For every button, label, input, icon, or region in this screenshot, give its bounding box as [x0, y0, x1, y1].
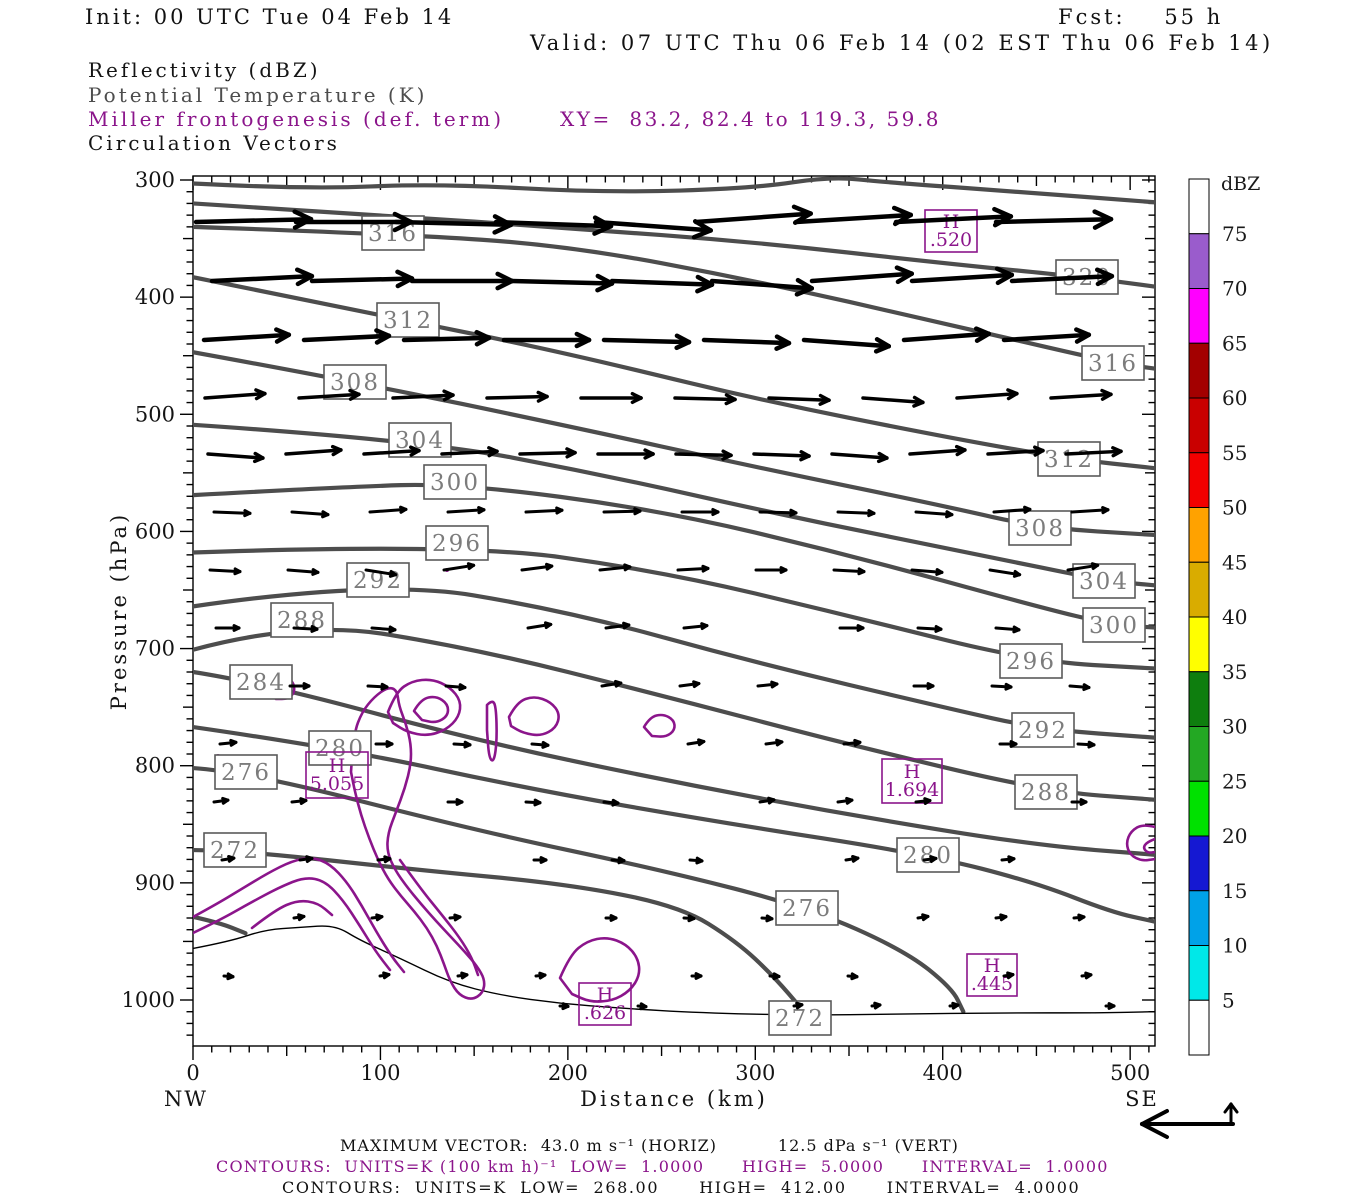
svg-text:75: 75: [1222, 222, 1247, 246]
cross-section-endpoints-label: XY= 83.2, 82.4 to 119.3, 59.8: [560, 107, 941, 131]
svg-text:.626: .626: [584, 1002, 626, 1024]
svg-text:700: 700: [135, 637, 175, 661]
maximum-vector-label: MAXIMUM VECTOR: 43.0 m s⁻¹ (HORIZ) 12.5 …: [340, 1136, 959, 1155]
max-vector-reference-arrow: [1140, 1102, 1239, 1139]
svg-text:400: 400: [135, 285, 175, 309]
theta-contour-308: [193, 350, 1155, 538]
svg-text:60: 60: [1222, 386, 1247, 410]
theta-contour-info-label: CONTOURS: UNITS=K LOW= 268.00 HIGH= 412.…: [282, 1178, 1081, 1197]
svg-text:272: 272: [775, 1006, 825, 1032]
svg-text:296: 296: [432, 531, 482, 557]
svg-text:40: 40: [1222, 605, 1247, 629]
svg-text:15: 15: [1222, 879, 1247, 903]
init-time-label: Init: 00 UTC Tue 04 Feb 14: [85, 5, 455, 29]
svg-text:304: 304: [1079, 569, 1129, 595]
svg-text:35: 35: [1222, 660, 1247, 684]
svg-text:312: 312: [1044, 447, 1094, 473]
svg-text:288: 288: [277, 608, 327, 634]
svg-text:300: 300: [1089, 613, 1139, 639]
theta-contour-300: [193, 482, 1155, 630]
svg-text:0: 0: [186, 1061, 199, 1085]
svg-text:200: 200: [548, 1061, 588, 1085]
x-axis-title: Distance (km): [580, 1087, 768, 1111]
svg-text:900: 900: [135, 871, 175, 895]
theta-contour-292: [193, 587, 1155, 740]
svg-text:H: H: [984, 955, 1001, 977]
svg-text:45: 45: [1222, 550, 1247, 574]
svg-text:H: H: [597, 984, 614, 1006]
theta-contour-268: [193, 914, 248, 936]
colorbar-title: dBZ: [1221, 173, 1260, 195]
svg-text:500: 500: [1110, 1061, 1150, 1085]
svg-text:5.055: 5.055: [310, 773, 364, 795]
legend-circulation-vectors-label: Circulation Vectors: [88, 131, 340, 155]
theta-contour-lines: [193, 176, 1155, 1014]
theta-contour-324: [193, 176, 1155, 205]
svg-text:5: 5: [1222, 988, 1235, 1012]
fronto-contour-info-label: CONTOURS: UNITS=K (100 km h)⁻¹ LOW= 1.00…: [216, 1157, 1109, 1176]
svg-text:292: 292: [1018, 718, 1068, 744]
svg-text:.520: .520: [930, 229, 972, 251]
svg-text:SE: SE: [1125, 1087, 1159, 1111]
legend-reflectivity-label: Reflectivity (dBZ): [88, 58, 321, 82]
svg-text:300: 300: [430, 470, 480, 496]
svg-text:.445: .445: [971, 973, 1013, 995]
svg-text:50: 50: [1222, 496, 1247, 520]
svg-text:276: 276: [782, 896, 832, 922]
svg-text:312: 312: [383, 308, 433, 334]
svg-text:308: 308: [1015, 516, 1065, 542]
reflectivity-colorbar: dBZ 75 70 65 60 55 50 45 40 35 30 25 20 15 10 5: [1188, 173, 1260, 1056]
svg-text:1.694: 1.694: [885, 779, 939, 801]
axis-tick-labels: 300 400 500 600 700 800 900 1000 0 100 200 300 400 50…: [107, 168, 1159, 1111]
svg-text:800: 800: [135, 754, 175, 778]
svg-text:272: 272: [210, 838, 260, 864]
svg-text:1000: 1000: [122, 988, 175, 1012]
svg-text:100: 100: [360, 1061, 400, 1085]
circulation-vectors: [193, 204, 1123, 1011]
svg-text:30: 30: [1222, 715, 1247, 739]
terrain-line: [193, 925, 1155, 1016]
svg-text:500: 500: [135, 402, 175, 426]
svg-text:288: 288: [1021, 780, 1071, 806]
theta-contour-316: [193, 224, 1155, 371]
legend-frontogenesis-label: Miller frontogenesis (def. term): [88, 107, 505, 131]
theta-contour-272: [193, 847, 807, 1014]
svg-text:H: H: [943, 211, 960, 233]
theta-contour-labels: 3163123083043002962922882842802762723203…: [203, 215, 1146, 1036]
svg-text:284: 284: [236, 670, 286, 696]
svg-text:H: H: [329, 755, 346, 777]
svg-text:400: 400: [923, 1061, 963, 1085]
svg-text:300: 300: [135, 168, 175, 192]
svg-text:55: 55: [1222, 441, 1247, 465]
svg-text:276: 276: [221, 760, 271, 786]
svg-text:65: 65: [1222, 331, 1247, 355]
svg-text:25: 25: [1222, 769, 1247, 793]
y-axis-title: Pressure (hPa): [107, 512, 131, 710]
valid-time-label: Valid: 07 UTC Thu 06 Feb 14 (02 EST Thu …: [530, 31, 1274, 55]
svg-text:280: 280: [903, 843, 953, 869]
theta-contour-284: [193, 669, 1155, 857]
svg-text:280: 280: [315, 736, 365, 762]
svg-text:300: 300: [735, 1061, 775, 1085]
svg-text:296: 296: [1006, 649, 1056, 675]
svg-text:NW: NW: [164, 1087, 208, 1111]
svg-text:20: 20: [1222, 824, 1247, 848]
svg-text:316: 316: [1088, 351, 1138, 377]
theta-contour-280: [193, 724, 1155, 924]
svg-text:10: 10: [1222, 934, 1247, 958]
svg-text:316: 316: [368, 221, 418, 247]
theta-contour-288: [193, 627, 1155, 802]
forecast-hour-label: Fcst: 55 h: [1058, 5, 1224, 29]
plot-frame-and-axes: [180, 175, 1156, 1060]
svg-text:H: H: [904, 761, 921, 783]
svg-text:70: 70: [1222, 277, 1247, 301]
svg-text:600: 600: [135, 519, 175, 543]
legend-potential-temperature-label: Potential Temperature (K): [88, 83, 428, 107]
